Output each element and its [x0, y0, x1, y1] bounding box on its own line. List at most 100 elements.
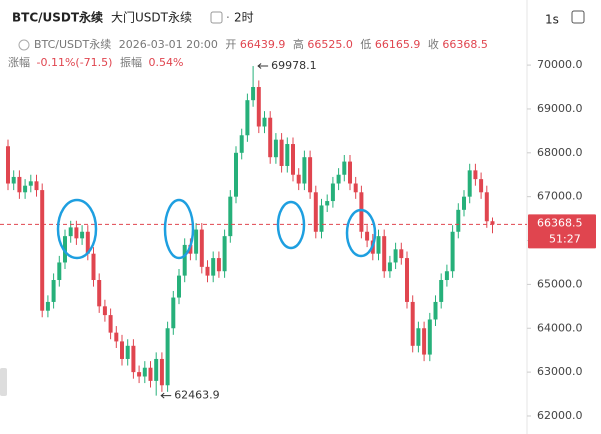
- candle-body: [268, 117, 273, 158]
- candle-body: [256, 87, 261, 127]
- candle-body: [239, 135, 244, 153]
- candle-body: [410, 301, 415, 346]
- candle-body: [336, 174, 341, 184]
- candle-body: [222, 236, 227, 272]
- highlight-circle: [56, 198, 98, 260]
- candle-body: [57, 262, 62, 281]
- change-label: 涨幅: [8, 56, 30, 69]
- candle-body: [467, 170, 472, 197]
- candle-body: [382, 236, 387, 272]
- candle-body: [302, 157, 307, 184]
- close-label: 收: [428, 37, 439, 51]
- open-label: 开: [225, 38, 236, 51]
- candle-body: [279, 139, 284, 166]
- low-value: 66165.9: [375, 38, 421, 51]
- candle-body: [34, 181, 39, 191]
- candle-body: [74, 227, 79, 239]
- open-value: 66439.9: [240, 38, 286, 51]
- candle-body: [245, 100, 250, 136]
- candle-body: [387, 262, 392, 272]
- candle-body: [450, 231, 455, 272]
- candle-body: [68, 227, 73, 237]
- candle-body: [137, 372, 142, 377]
- candle-body: [427, 319, 432, 355]
- annotation-arrow: [257, 63, 269, 69]
- change-line: 涨幅 -0.11%(-71.5) 振幅 0.54%: [8, 55, 183, 69]
- interval[interactable]: 2时: [234, 11, 254, 25]
- candle-body: [188, 244, 193, 254]
- candle-body: [319, 205, 324, 232]
- candle-body: [165, 328, 170, 386]
- candle-body: [148, 367, 153, 381]
- ohlc-symbol: BTC/USDT永续: [34, 37, 111, 51]
- candle-body: [120, 341, 124, 359]
- candle-body: [216, 258, 221, 272]
- highlight-circle: [163, 198, 195, 260]
- candle-body: [444, 271, 449, 281]
- candle-body: [273, 139, 278, 158]
- candle-body: [416, 328, 421, 346]
- edit-icon[interactable]: [210, 11, 223, 24]
- change-value: -0.11%(-71.5): [37, 56, 113, 69]
- candle-body: [234, 152, 238, 197]
- candle-body: [125, 345, 130, 359]
- candle-body: [45, 301, 50, 311]
- candle-body: [11, 176, 16, 184]
- highlight-circle: [345, 208, 377, 258]
- ohlc-line: BTC/USDT永续 2026-03-01 20:00 开 66439.9 高 …: [34, 37, 488, 51]
- plot: 62000.063000.064000.065000.066000.067000…: [0, 58, 596, 422]
- candle-body: [177, 275, 181, 298]
- candle-body: [205, 266, 210, 276]
- refresh-rate[interactable]: 1s: [545, 13, 559, 27]
- candle-body: [114, 332, 119, 342]
- fullscreen-icon[interactable]: [571, 10, 585, 24]
- candle-body: [308, 157, 313, 193]
- ohlc-time: 2026-03-01 20:00: [119, 38, 218, 51]
- y-tick-label: 64000.0: [537, 321, 583, 334]
- y-tick-label: 65000.0: [537, 277, 583, 290]
- candle-body: [131, 345, 136, 373]
- candle-body: [80, 231, 85, 239]
- candle-body: [85, 231, 90, 254]
- candle-body: [159, 358, 164, 386]
- y-tick-label: 68000.0: [537, 146, 583, 159]
- candle-body: [393, 249, 398, 263]
- highlight-circles: [56, 198, 377, 260]
- candle-body: [365, 231, 370, 241]
- amplitude-value: 0.54%: [148, 56, 183, 69]
- candle-body: [359, 192, 364, 232]
- candle-body: [473, 170, 478, 180]
- candle-body: [399, 249, 404, 259]
- exchange-name: 大门USDT永续: [111, 10, 192, 25]
- last-price-box: [528, 214, 596, 249]
- y-tick-label: 67000.0: [537, 190, 583, 203]
- scroll-handle[interactable]: [0, 368, 7, 396]
- candle-body: [325, 201, 330, 206]
- candle-body: [484, 192, 489, 222]
- candle-body: [199, 229, 204, 267]
- candle-body: [342, 161, 347, 175]
- candle-body: [17, 176, 22, 193]
- candle-body: [51, 280, 56, 302]
- annotation-label: 69978.1: [271, 59, 317, 72]
- candle-body: [422, 328, 427, 355]
- symbol[interactable]: BTC/USDT永续: [12, 10, 103, 25]
- y-tick-label: 70000.0: [537, 58, 583, 71]
- candle-body: [251, 87, 256, 101]
- y-tick-label: 69000.0: [537, 102, 583, 115]
- separator: ·: [226, 11, 230, 25]
- collapse-icon[interactable]: [18, 39, 30, 51]
- countdown-label: 51:27: [549, 232, 581, 245]
- candle-body: [171, 297, 176, 329]
- candle-body: [97, 280, 102, 307]
- candle-body: [433, 301, 438, 320]
- candle-body: [479, 179, 484, 193]
- candle-body: [291, 144, 295, 175]
- candle-body: [262, 117, 267, 127]
- close-value: 66368.5: [442, 38, 488, 51]
- high-value: 66525.0: [307, 38, 353, 51]
- candle-body: [6, 146, 10, 184]
- candle-body: [40, 190, 45, 311]
- low-label: 低: [360, 38, 371, 51]
